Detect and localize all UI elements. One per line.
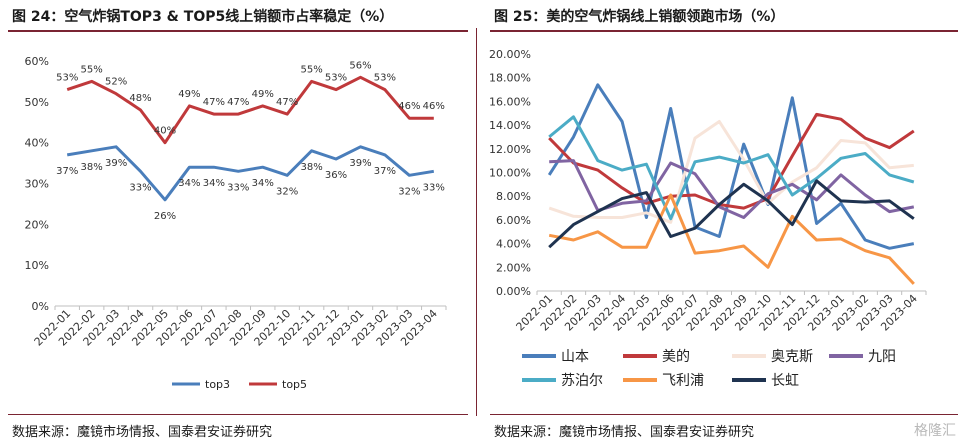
left-title-rule [8,30,468,32]
right-legend-label: 飞利浦 [662,373,704,389]
right-y-tick-label: 0.00% [496,285,531,298]
left-data-label: 55% [81,64,103,75]
right-source-rule [490,414,958,415]
right-y-tick-label: 10.00% [489,167,531,180]
right-y-tick-label: 12.00% [489,143,531,156]
left-y-tick-label: 30% [25,178,49,191]
left-data-label: 26% [154,211,176,222]
left-data-label: 47% [203,97,225,108]
left-data-label: 33% [227,182,249,193]
left-legend-label: top3 [205,378,230,391]
right-y-tick-label: 14.00% [489,119,531,132]
right-y-tick-label: 6.00% [496,214,531,227]
left-data-label: 39% [349,158,371,169]
right-series-line-3 [549,159,915,219]
right-y-tick-label: 4.00% [496,238,531,251]
right-title-rule [490,30,958,32]
right-y-tick-label: 18.00% [489,72,531,85]
right-source-text: 数据来源：魔镜市场情报、国泰君安证券研究 [494,425,755,440]
left-data-label: 56% [349,60,371,71]
right-series-line-1 [548,112,915,210]
right-legend-label: 苏泊尔 [561,373,603,389]
panel-divider [476,28,477,416]
left-y-tick-label: 40% [25,137,49,150]
left-data-label: 32% [276,186,298,197]
left-chart-title: 图 24：空气炸锅TOP3 & TOP5线上销额市占率稳定（%） [12,9,394,25]
left-chart-panel: 图 24：空气炸锅TOP3 & TOP5线上销额市占率稳定（%） 0% 10% 20… [0,0,474,446]
left-y-tick-label: 50% [25,96,49,109]
left-data-label: 34% [252,178,274,189]
right-series-line-2 [548,120,914,224]
left-data-label: 33% [129,182,151,193]
left-series-line-1 [66,75,434,145]
left-data-label: 37% [56,166,78,177]
left-data-label: 37% [374,166,396,177]
right-y-tick-label: 16.00% [489,95,531,108]
left-data-label: 47% [227,97,249,108]
left-data-label: 34% [178,178,200,189]
right-legend-label: 美的 [662,349,690,365]
right-y-tick-label: 20.00% [489,48,531,61]
left-data-label: 40% [154,126,176,137]
right-series-line-0 [547,83,915,250]
right-y-tick-label: 2.00% [496,261,531,274]
left-series-line-0 [66,145,435,202]
right-chart-panel: 图 25：美的空气炸锅线上销额领跑市场（%） 0.00% 2.00% 4.00% 6.… [482,0,964,446]
watermark-logo: 格隆汇 [914,423,956,439]
left-data-label: 53% [56,73,78,84]
left-y-tick-label: 20% [25,218,49,231]
right-legend-label: 长虹 [771,373,799,389]
right-chart-svg: 0.00% 2.00% 4.00% 6.00% 8.00% 10.00% 12.00% 14.… [489,48,927,389]
left-y-tick-label: 60% [25,55,49,68]
right-chart-title: 图 25：美的空气炸锅线上销额领跑市场（%） [494,9,785,25]
left-source-text: 数据来源：魔镜市场情报、国泰君安证券研究 [12,425,273,440]
left-legend-label: top5 [282,378,307,391]
left-y-tick-label: 10% [25,259,49,272]
right-series-line-4 [548,115,915,221]
left-data-label: 38% [81,162,103,173]
left-data-label: 55% [300,64,322,75]
left-data-label: 39% [105,158,127,169]
left-chart-svg: 0%10%20%30%40%50%60%2022-012022-022022-0… [25,55,447,391]
left-data-label: 48% [129,93,151,104]
right-legend-label: 奥克斯 [771,348,813,365]
right-y-tick-label: 8.00% [496,190,531,203]
left-data-label: 52% [105,77,127,88]
left-source-rule [8,414,468,415]
left-data-label: 49% [252,89,274,100]
left-data-label: 34% [203,178,225,189]
left-data-label: 38% [300,162,322,173]
right-series-line-6 [548,179,915,249]
left-y-tick-label: 0% [32,300,49,313]
right-series-line-5 [548,193,915,285]
left-data-label: 53% [374,73,396,84]
left-data-label: 46% [398,101,420,112]
left-data-label: 53% [325,73,347,84]
left-data-label: 49% [178,89,200,100]
left-data-label: 47% [276,97,298,108]
right-legend-label: 九阳 [868,349,896,365]
right-legend-label: 山本 [561,349,589,365]
left-data-label: 36% [325,170,347,181]
left-data-label: 46% [423,101,445,112]
left-data-label: 32% [398,186,420,197]
left-data-label: 33% [423,182,445,193]
